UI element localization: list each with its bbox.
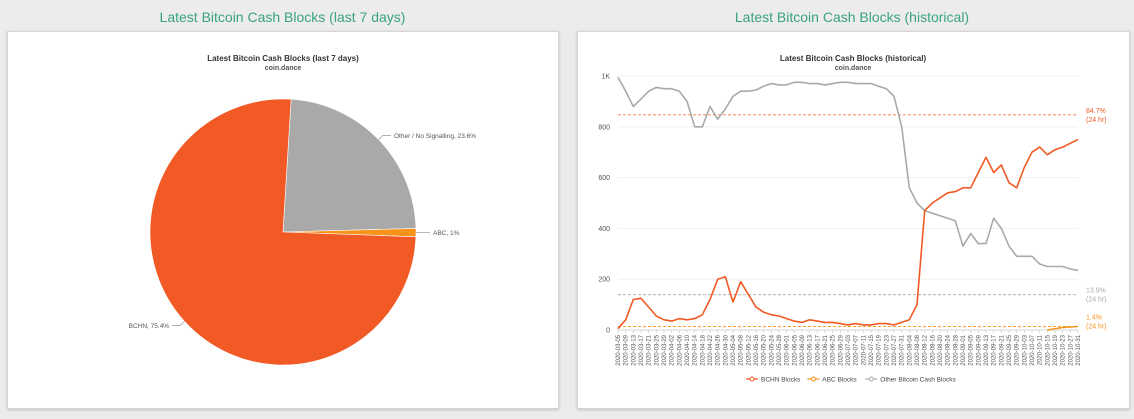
x-tick-label: 2020-06-05 bbox=[792, 334, 798, 365]
pie-title: Latest Bitcoin Cash Blocks (last 7 days) bbox=[207, 54, 359, 63]
pie-slice-other[interactable] bbox=[282, 98, 417, 233]
pie-panel: Latest Bitcoin Cash Blocks (last 7 days)… bbox=[7, 31, 559, 409]
x-tick-label: 2020-05-28 bbox=[777, 334, 783, 365]
x-tick-label: 2020-07-31 bbox=[900, 334, 906, 365]
legend-marker-other bbox=[868, 376, 874, 382]
legend-label-abc[interactable]: ABC Blocks bbox=[822, 376, 857, 383]
annotation-label-bchn: 84.7% bbox=[1086, 108, 1106, 115]
y-tick-label: 400 bbox=[598, 226, 610, 233]
x-tick-label: 2020-07-27 bbox=[892, 334, 898, 365]
x-tick-label: 2020-04-14 bbox=[693, 334, 699, 365]
series-line-other[interactable] bbox=[617, 76, 1079, 272]
pie-connector-bchn bbox=[172, 321, 185, 326]
pie-connector-other bbox=[378, 135, 391, 140]
x-tick-label: 2020-09-09 bbox=[976, 334, 982, 365]
annotation-sub-bchn: (24 hr) bbox=[1086, 117, 1107, 124]
annotation-label-abc: 1.4% bbox=[1086, 314, 1102, 321]
x-tick-label: 2020-07-11 bbox=[861, 334, 867, 365]
y-tick-label: 800 bbox=[598, 124, 610, 131]
x-tick-label: 2020-10-15 bbox=[1045, 334, 1051, 365]
pie-label-other: Other / No Signalling, 23.6% bbox=[394, 133, 476, 140]
x-tick-label: 2020-09-17 bbox=[992, 334, 998, 365]
x-tick-label: 2020-05-04 bbox=[731, 334, 737, 365]
x-tick-label: 2020-09-21 bbox=[999, 334, 1005, 365]
pie-label-abc: ABC, 1% bbox=[433, 230, 460, 237]
x-tick-label: 2020-08-08 bbox=[915, 334, 921, 365]
x-tick-label: 2020-10-31 bbox=[1076, 334, 1082, 365]
x-tick-label: 2020-04-06 bbox=[677, 334, 683, 365]
legend-marker-abc bbox=[810, 376, 816, 382]
x-tick-label: 2020-03-25 bbox=[654, 334, 660, 365]
x-tick-label: 2020-03-09 bbox=[624, 334, 630, 365]
x-tick-label: 2020-09-13 bbox=[984, 334, 990, 365]
x-tick-label: 2020-10-11 bbox=[1038, 334, 1044, 365]
x-tick-label: 2020-04-02 bbox=[670, 334, 676, 365]
annotation-sub-other: (24 hr) bbox=[1086, 297, 1107, 304]
x-tick-label: 2020-05-16 bbox=[754, 334, 760, 365]
x-tick-label: 2020-09-01 bbox=[961, 334, 967, 365]
x-tick-label: 2020-05-08 bbox=[739, 334, 745, 365]
x-tick-label: 2020-10-07 bbox=[1030, 334, 1036, 365]
x-tick-label: 2020-07-23 bbox=[884, 334, 890, 365]
x-tick-label: 2020-03-05 bbox=[616, 334, 622, 365]
x-tick-label: 2020-06-25 bbox=[831, 334, 837, 365]
x-tick-label: 2020-08-16 bbox=[930, 334, 936, 365]
pie-label-bchn: BCHN, 75.4% bbox=[129, 323, 170, 330]
x-tick-label: 2020-04-22 bbox=[708, 334, 714, 365]
x-tick-label: 2020-05-24 bbox=[769, 334, 775, 365]
x-tick-label: 2020-04-30 bbox=[723, 334, 729, 365]
pie-subtitle: coin.dance bbox=[265, 65, 302, 72]
x-tick-label: 2020-07-07 bbox=[854, 334, 860, 365]
x-tick-label: 2020-06-13 bbox=[808, 334, 814, 365]
annotation-sub-abc: (24 hr) bbox=[1086, 323, 1107, 330]
x-tick-label: 2020-08-04 bbox=[907, 334, 913, 365]
x-tick-label: 2020-06-21 bbox=[823, 334, 829, 365]
x-tick-label: 2020-08-28 bbox=[953, 334, 959, 365]
x-tick-label: 2020-05-12 bbox=[746, 334, 752, 365]
y-tick-label: 200 bbox=[598, 277, 610, 284]
x-tick-label: 2020-04-10 bbox=[685, 334, 691, 365]
y-tick-label: 1K bbox=[601, 74, 610, 81]
x-tick-label: 2020-08-20 bbox=[938, 334, 944, 365]
line-subtitle: coin.dance bbox=[835, 65, 872, 72]
series-line-bchn[interactable] bbox=[617, 138, 1079, 330]
series-line-abc[interactable] bbox=[1047, 325, 1079, 331]
x-tick-label: 2020-08-12 bbox=[923, 334, 929, 365]
x-tick-label: 2020-03-21 bbox=[647, 334, 653, 365]
x-tick-label: 2020-09-05 bbox=[969, 334, 975, 365]
x-tick-label: 2020-07-15 bbox=[869, 334, 875, 365]
x-tick-label: 2020-07-19 bbox=[877, 334, 883, 365]
history-panel: Latest Bitcoin Cash Blocks (historical) c… bbox=[577, 31, 1130, 409]
legend-label-other[interactable]: Other Bitcoin Cash Blocks bbox=[880, 376, 956, 383]
x-tick-label: 2020-06-01 bbox=[785, 334, 791, 365]
x-tick-label: 2020-10-23 bbox=[1061, 334, 1067, 365]
x-tick-label: 2020-05-20 bbox=[762, 334, 768, 365]
x-tick-label: 2020-03-13 bbox=[631, 334, 637, 365]
pie-heading: Latest Bitcoin Cash Blocks (last 7 days) bbox=[159, 9, 406, 25]
x-tick-label: 2020-06-17 bbox=[815, 334, 821, 365]
x-tick-label: 2020-10-03 bbox=[1022, 334, 1028, 365]
y-tick-label: 600 bbox=[598, 175, 610, 182]
x-tick-label: 2020-04-26 bbox=[716, 334, 722, 365]
x-tick-label: 2020-10-27 bbox=[1068, 334, 1074, 365]
x-tick-label: 2020-06-29 bbox=[838, 334, 844, 365]
x-tick-label: 2020-03-17 bbox=[639, 334, 645, 365]
x-tick-label: 2020-09-29 bbox=[1015, 334, 1021, 365]
x-tick-label: 2020-09-25 bbox=[1007, 334, 1013, 365]
x-tick-label: 2020-04-18 bbox=[700, 334, 706, 365]
x-tick-label: 2020-10-19 bbox=[1053, 334, 1059, 365]
history-chart: Latest Bitcoin Cash Blocks (historical) c… bbox=[598, 54, 1107, 383]
pie-chart: Latest Bitcoin Cash Blocks (last 7 days)… bbox=[129, 54, 476, 366]
x-tick-label: 2020-07-03 bbox=[846, 334, 852, 365]
x-tick-label: 2020-03-29 bbox=[662, 334, 668, 365]
pie-slice-bchn[interactable] bbox=[149, 98, 417, 366]
x-tick-label: 2020-06-09 bbox=[800, 334, 806, 365]
y-tick-label: 0 bbox=[606, 328, 610, 335]
history-heading: Latest Bitcoin Cash Blocks (historical) bbox=[734, 9, 970, 25]
legend-label-bchn[interactable]: BCHN Blocks bbox=[761, 376, 801, 383]
line-title: Latest Bitcoin Cash Blocks (historical) bbox=[780, 54, 927, 63]
x-tick-label: 2020-08-24 bbox=[946, 334, 952, 365]
legend-marker-bchn bbox=[749, 376, 755, 382]
annotation-label-other: 13.9% bbox=[1086, 288, 1106, 295]
